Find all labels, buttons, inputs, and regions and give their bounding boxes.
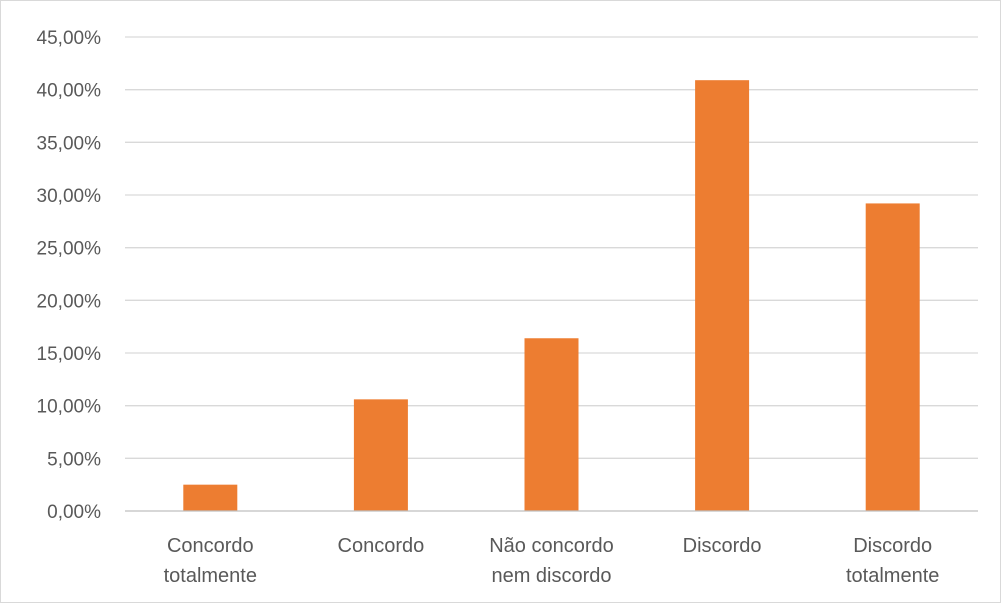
y-tick-label: 5,00%	[47, 449, 101, 470]
bar	[353, 399, 408, 511]
y-tick-label: 35,00%	[37, 133, 102, 154]
y-axis-tick-labels: 0,00% 5,00% 10,00% 15,00% 20,00% 25,00% 30,00%…	[37, 28, 102, 523]
bar	[524, 338, 579, 511]
bar	[865, 203, 920, 511]
gridlines	[125, 36, 978, 459]
y-tick-label: 10,00%	[37, 397, 102, 418]
y-tick-label: 45,00%	[37, 28, 102, 49]
x-axis-category-labels: Concordo totalmente Concordo Não concordo ne…	[164, 535, 940, 587]
x-category-label: Concordo	[338, 535, 425, 557]
x-category-label: Não concordo nem discordo	[489, 535, 614, 587]
x-category-label: Discordo	[683, 535, 762, 557]
x-category-label-line: Concordo	[167, 535, 254, 557]
x-category-label-line: Discordo	[683, 535, 762, 557]
x-category-label-line: Não concordo	[489, 535, 614, 557]
x-category-label: Concordo totalmente	[164, 535, 257, 587]
y-tick-label: 20,00%	[37, 291, 102, 312]
x-category-label: Discordo totalmente	[846, 535, 939, 587]
y-tick-label: 15,00%	[37, 344, 102, 365]
x-category-label-line: Discordo	[853, 535, 932, 557]
x-category-label-line: nem discordo	[491, 565, 611, 587]
y-tick-label: 40,00%	[37, 81, 102, 102]
y-tick-label: 0,00%	[47, 502, 101, 523]
x-category-label-line: Concordo	[338, 535, 425, 557]
y-tick-label: 25,00%	[37, 239, 102, 260]
y-tick-label: 30,00%	[37, 186, 102, 207]
bars	[183, 80, 920, 511]
x-category-label-line: totalmente	[164, 565, 257, 587]
bar	[183, 484, 238, 511]
x-category-label-line: totalmente	[846, 565, 939, 587]
bar	[695, 80, 750, 511]
